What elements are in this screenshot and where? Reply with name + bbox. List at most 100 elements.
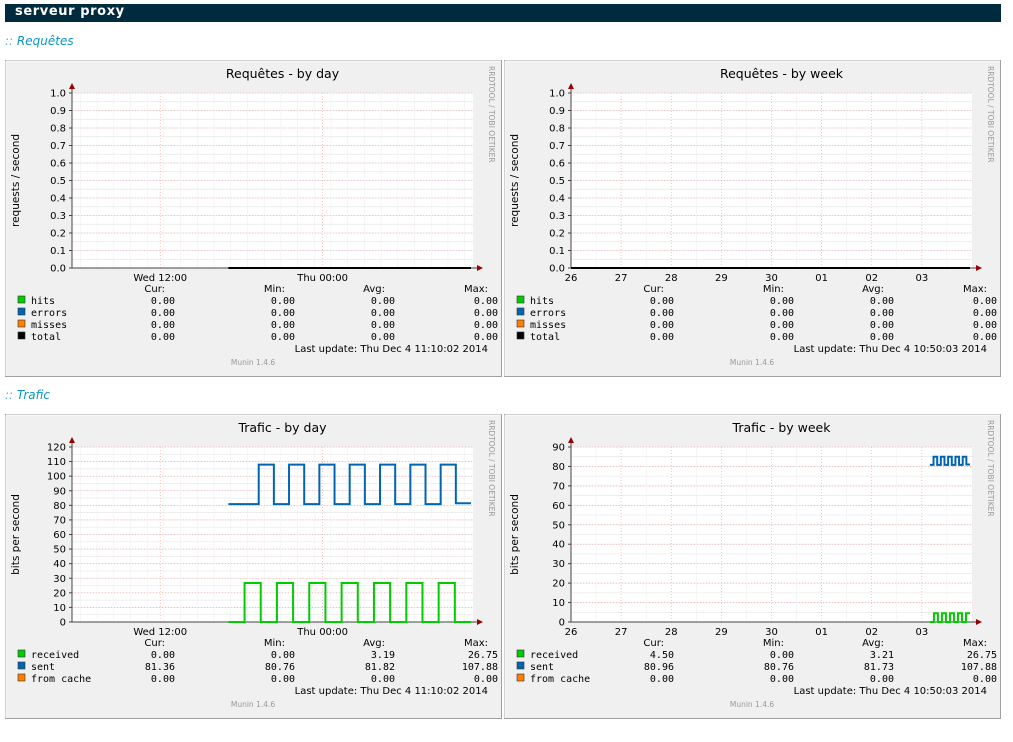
legend-avg: 0.00 xyxy=(870,296,894,307)
x-tick-label: 26 xyxy=(565,627,578,638)
graph-trafic-day[interactable]: Trafic - by day bits per second RRDTOOL / … xyxy=(5,414,502,719)
x-axis-arrow xyxy=(976,265,982,271)
legend-max: 0.00 xyxy=(973,296,997,307)
y-axis-arrow xyxy=(568,83,574,89)
legend-swatch xyxy=(516,661,525,670)
legend-header-cur: Cur: xyxy=(643,284,664,295)
y-tick-label: 0.5 xyxy=(50,176,66,187)
y-tick-label: 0.7 xyxy=(50,141,66,152)
watermark: RRDTOOL / TOBI OETIKER xyxy=(986,420,995,517)
legend-min: 0.00 xyxy=(770,674,794,685)
section-trafic[interactable]: :: Trafic xyxy=(5,388,50,402)
legend-min: 0.00 xyxy=(770,296,794,307)
y-tick-label: 0.2 xyxy=(549,229,565,240)
x-tick-label: 02 xyxy=(865,627,878,638)
y-tick-label: 0.3 xyxy=(549,211,565,222)
y-tick-label: 100 xyxy=(47,472,66,483)
legend-avg: 0.00 xyxy=(371,320,395,331)
legend-cur: 0.00 xyxy=(151,332,175,343)
legend-max: 0.00 xyxy=(474,674,498,685)
page-title: serveur proxy xyxy=(15,4,125,19)
legend-avg: 81.73 xyxy=(864,662,894,673)
y-tick-label: 110 xyxy=(47,457,66,468)
y-axis-label: requests / second xyxy=(509,134,521,227)
legend-swatch xyxy=(17,319,26,328)
legend-name: sent xyxy=(31,662,55,673)
munin-version: Munin 1.4.6 xyxy=(231,358,276,367)
legend-max: 0.00 xyxy=(973,332,997,343)
legend-header-min: Min: xyxy=(264,638,285,649)
legend-header-avg: Avg: xyxy=(363,284,385,295)
legend-avg: 0.00 xyxy=(870,674,894,685)
graph-title: Trafic - by week xyxy=(732,420,832,435)
legend-swatch xyxy=(17,307,26,316)
legend-name: received xyxy=(31,650,79,661)
legend-header-avg: Avg: xyxy=(862,638,884,649)
legend-max: 0.00 xyxy=(973,308,997,319)
y-axis-label: bits per second xyxy=(10,494,22,575)
legend-cur: 4.50 xyxy=(650,650,674,661)
y-tick-label: 80 xyxy=(552,462,565,473)
y-tick-label: 0.2 xyxy=(50,229,66,240)
y-tick-label: 90 xyxy=(53,486,66,497)
last-update: Last update: Thu Dec 4 11:10:02 2014 xyxy=(295,344,488,355)
y-tick-label: 0.9 xyxy=(549,106,565,117)
y-tick-label: 120 xyxy=(47,443,66,454)
x-tick-label: 30 xyxy=(765,627,778,638)
legend-header-max: Max: xyxy=(963,638,987,649)
y-tick-label: 70 xyxy=(552,481,565,492)
y-tick-label: 0.3 xyxy=(50,211,66,222)
legend-cur: 0.00 xyxy=(650,296,674,307)
y-tick-label: 30 xyxy=(53,574,66,585)
x-tick-label: Thu 00:00 xyxy=(296,627,348,638)
y-tick-label: 50 xyxy=(53,545,66,556)
graph-requetes-week[interactable]: Requêtes - by week requests / second RRDTO… xyxy=(504,60,1001,377)
section-label: Trafic xyxy=(16,388,50,402)
legend-max: 0.00 xyxy=(474,296,498,307)
y-tick-label: 30 xyxy=(552,559,565,570)
section-label: Requêtes xyxy=(16,34,74,48)
legend-cur: 80.96 xyxy=(644,662,674,673)
legend-cur: 0.00 xyxy=(151,308,175,319)
legend-min: 0.00 xyxy=(770,320,794,331)
legend-swatch xyxy=(17,649,26,658)
munin-version: Munin 1.4.6 xyxy=(231,700,276,709)
last-update: Last update: Thu Dec 4 10:50:03 2014 xyxy=(794,344,987,355)
y-tick-label: 1.0 xyxy=(50,89,66,100)
legend-cur: 0.00 xyxy=(151,650,175,661)
y-tick-label: 0.9 xyxy=(50,106,66,117)
y-tick-label: 70 xyxy=(53,515,66,526)
section-prefix: :: xyxy=(5,34,14,48)
legend-swatch xyxy=(516,649,525,658)
y-tick-label: 90 xyxy=(552,443,565,454)
legend-min: 0.00 xyxy=(770,650,794,661)
legend-name: errors xyxy=(530,308,566,319)
legend-avg: 0.00 xyxy=(870,332,894,343)
legend-swatch xyxy=(17,295,26,304)
legend-min: 0.00 xyxy=(770,332,794,343)
legend-name: received xyxy=(530,650,578,661)
legend-cur: 0.00 xyxy=(151,674,175,685)
x-axis-arrow xyxy=(477,619,483,625)
graph-trafic-week[interactable]: Trafic - by week bits per second RRDTOOL /… xyxy=(504,414,1001,719)
legend-cur: 81.36 xyxy=(145,662,175,673)
series-line-received xyxy=(228,581,471,623)
last-update: Last update: Thu Dec 4 10:50:03 2014 xyxy=(794,686,987,697)
munin-version: Munin 1.4.6 xyxy=(730,358,775,367)
x-tick-label: 01 xyxy=(815,627,828,638)
legend-name: errors xyxy=(31,308,67,319)
x-tick-label: 01 xyxy=(815,273,828,284)
legend-cur: 0.00 xyxy=(650,320,674,331)
graph-requetes-day[interactable]: Requêtes - by day requests / second RRDTOO… xyxy=(5,60,502,377)
legend-min: 0.00 xyxy=(770,308,794,319)
page-header: serveur proxy xyxy=(5,4,1001,22)
graph-title: Requêtes - by week xyxy=(720,66,844,81)
section-requetes[interactable]: :: Requêtes xyxy=(5,34,74,48)
legend-name: from cache xyxy=(530,674,590,685)
x-tick-label: 29 xyxy=(715,627,728,638)
y-tick-label: 0.1 xyxy=(50,246,66,257)
legend-max: 26.75 xyxy=(468,650,498,661)
y-axis-label: requests / second xyxy=(10,134,22,227)
legend-header-max: Max: xyxy=(464,638,488,649)
y-tick-label: 0.4 xyxy=(549,194,565,205)
